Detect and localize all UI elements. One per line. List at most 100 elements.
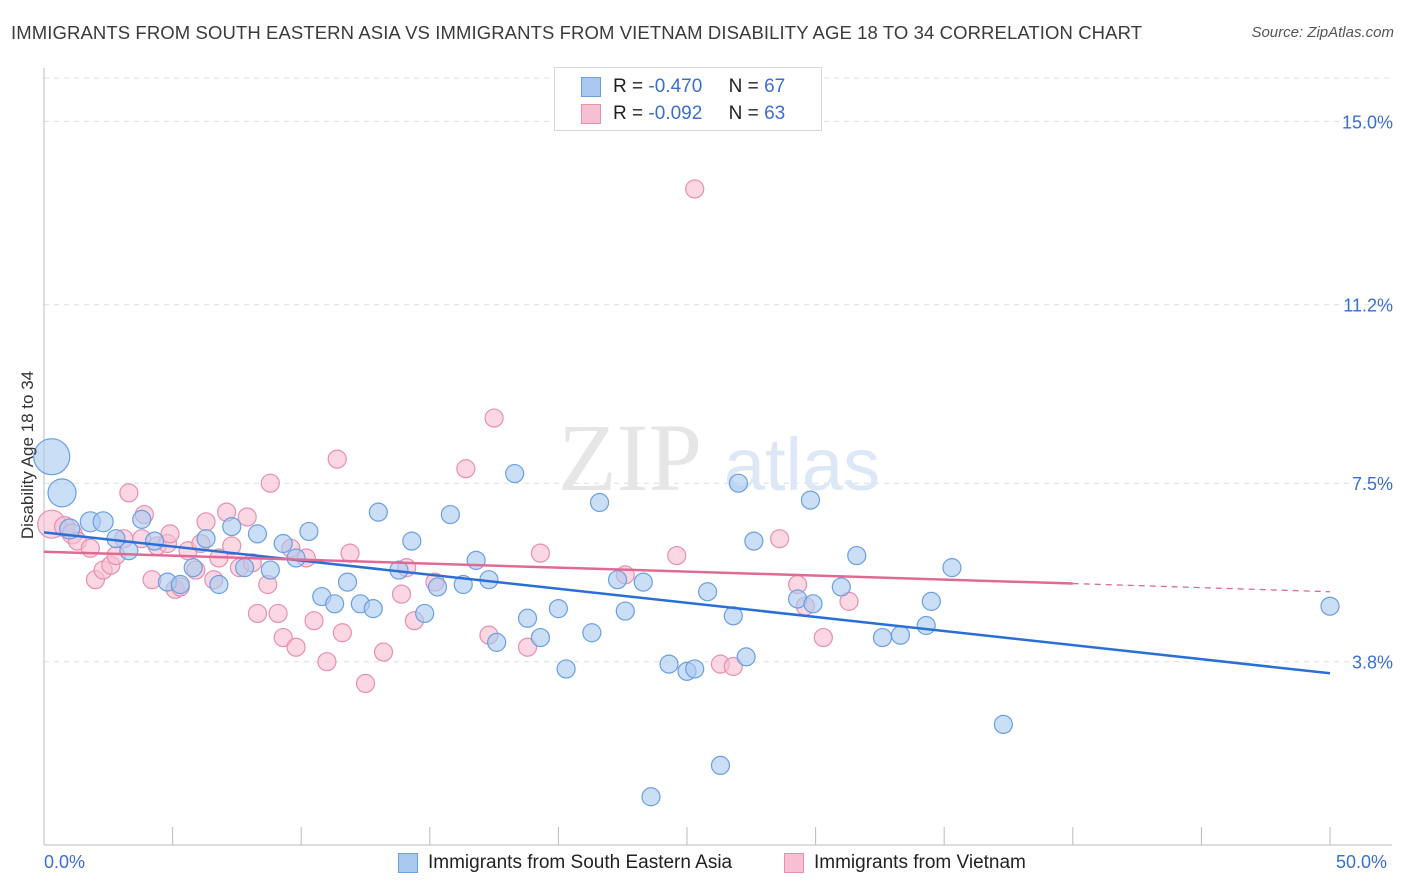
sea-point-20 <box>299 521 319 542</box>
vietnam-point-55 <box>667 545 687 566</box>
sea-point-39 <box>548 599 569 619</box>
vietnam-point-10 <box>119 483 139 503</box>
y-tick-label-3: 15.0% <box>1342 112 1393 132</box>
y-tick-labels: 3.8% 7.5% 11.2% 15.0% <box>1342 112 1393 672</box>
vietnam-point-32 <box>260 473 280 493</box>
legend-n-value-sea: 67 <box>764 76 786 97</box>
vietnam-point-51 <box>484 408 504 428</box>
vietnam-point-39 <box>317 652 337 672</box>
vietnam-point-43 <box>355 673 376 693</box>
vietnam-point-16 <box>160 524 180 544</box>
sea-point-55 <box>744 531 764 551</box>
vietnam-point-38 <box>304 611 324 631</box>
sea-point-15 <box>235 558 255 578</box>
sea-point-18 <box>273 533 293 554</box>
vietnam-point-45 <box>391 584 412 604</box>
sea-point-25 <box>363 599 383 619</box>
sea-point-41 <box>582 623 602 643</box>
sea-point-33 <box>466 550 486 570</box>
sea-point-63 <box>916 615 936 636</box>
vietnam-point-34 <box>273 627 293 648</box>
sea-point-37 <box>517 608 538 628</box>
sea-point-40 <box>556 659 576 679</box>
vietnam-point-28 <box>237 507 257 527</box>
vietnam-point-22 <box>196 512 216 532</box>
sea-point-19 <box>286 548 306 568</box>
vietnam-point-4 <box>80 538 100 558</box>
trend-lines <box>43 531 1331 675</box>
sea-point-30 <box>427 577 448 597</box>
legend-r-label: R = <box>613 103 644 124</box>
vietnam-point-42 <box>340 543 360 563</box>
sea-point-57 <box>800 490 821 510</box>
vietnam-trend-extension <box>1072 582 1331 593</box>
sea-point-17 <box>260 560 280 580</box>
axes <box>43 68 1392 846</box>
sea-point-6 <box>119 541 139 561</box>
sea-point-29 <box>415 603 435 624</box>
sea-point-45 <box>633 572 653 592</box>
legend-n-value-vietnam: 63 <box>764 103 786 124</box>
sea-point-51 <box>710 755 731 776</box>
watermark: ZIP atlas <box>558 404 880 511</box>
vietnam-point-41 <box>332 623 352 643</box>
sea-point-53 <box>728 473 749 493</box>
sea-point-62 <box>890 625 911 645</box>
legend-swatch-vietnam <box>581 104 601 124</box>
sea-point-58 <box>803 594 823 614</box>
sea-point-16 <box>247 524 268 544</box>
sea-point-8 <box>144 531 165 551</box>
sea-point-23 <box>337 572 358 592</box>
sea-point-10 <box>170 574 190 595</box>
vietnam-point-58 <box>723 656 743 677</box>
chart-title: IMMIGRANTS FROM SOUTH EASTERN ASIA VS IM… <box>11 22 1143 43</box>
sea-point-49 <box>685 659 705 679</box>
legend-n-label: N = <box>728 76 759 97</box>
vietnam-point-53 <box>530 543 550 563</box>
sea-point-31 <box>440 504 460 525</box>
sea-point-65 <box>942 558 962 578</box>
sea-point-38 <box>530 627 550 648</box>
sea-point-0 <box>33 438 71 476</box>
vietnam-point-40 <box>327 449 347 469</box>
sea-point-64 <box>921 591 941 611</box>
sea-point-61 <box>872 627 893 648</box>
sea-point-1 <box>47 478 77 508</box>
correlation-legend: R = -0.470 N = 67 R = -0.092 N = 63 <box>554 67 822 131</box>
sea-point-14 <box>222 517 242 537</box>
vietnam-point-33 <box>268 603 288 624</box>
legend-r-value-vietnam: -0.092 <box>648 103 703 124</box>
sea-point-35 <box>487 632 507 652</box>
vietnam-point-62 <box>813 627 833 648</box>
sea-point-54 <box>736 647 756 667</box>
sea-point-43 <box>607 570 628 590</box>
legend-swatch-sea <box>581 77 601 97</box>
sea-point-50 <box>697 582 718 602</box>
vietnam-point-26 <box>222 536 242 556</box>
sea-point-44 <box>615 601 635 621</box>
vietnam-point-56 <box>685 179 705 199</box>
legend-n-label: N = <box>728 103 759 124</box>
vietnam-point-36 <box>286 637 306 657</box>
vietnam-point-30 <box>247 603 268 624</box>
sea-point-66 <box>993 714 1013 735</box>
bottom-legend-label-vietnam: Immigrants from Vietnam <box>814 852 1026 873</box>
bottom-legend-swatch-vietnam <box>784 853 804 873</box>
y-axis-label: Disability Age 18 to 34 <box>18 370 37 540</box>
vietnam-point-49 <box>456 459 476 479</box>
source-label: Source: ZipAtlas.com <box>1251 24 1394 41</box>
sea-point-12 <box>196 529 216 549</box>
legend-r-label: R = <box>613 76 644 97</box>
sea-point-28 <box>402 531 422 551</box>
sea-point-4 <box>92 511 114 533</box>
y-tick-label-0: 3.8% <box>1352 653 1393 673</box>
vietnam-trend-line <box>43 550 1073 585</box>
watermark-atlas: atlas <box>724 423 880 506</box>
sea-point-26 <box>368 502 388 522</box>
y-tick-label-2: 11.2% <box>1343 296 1393 316</box>
sea-point-22 <box>325 594 345 614</box>
vietnam-point-59 <box>769 529 790 549</box>
sea-point-60 <box>847 545 867 566</box>
sea-point-47 <box>659 654 679 674</box>
